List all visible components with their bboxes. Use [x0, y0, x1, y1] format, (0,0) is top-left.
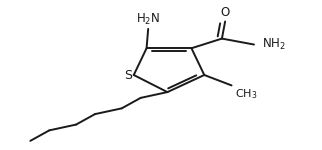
Text: CH$_3$: CH$_3$: [235, 87, 257, 101]
Text: NH$_2$: NH$_2$: [262, 37, 286, 52]
Text: S: S: [124, 69, 132, 82]
Text: O: O: [221, 6, 230, 19]
Text: H$_2$N: H$_2$N: [136, 12, 160, 27]
